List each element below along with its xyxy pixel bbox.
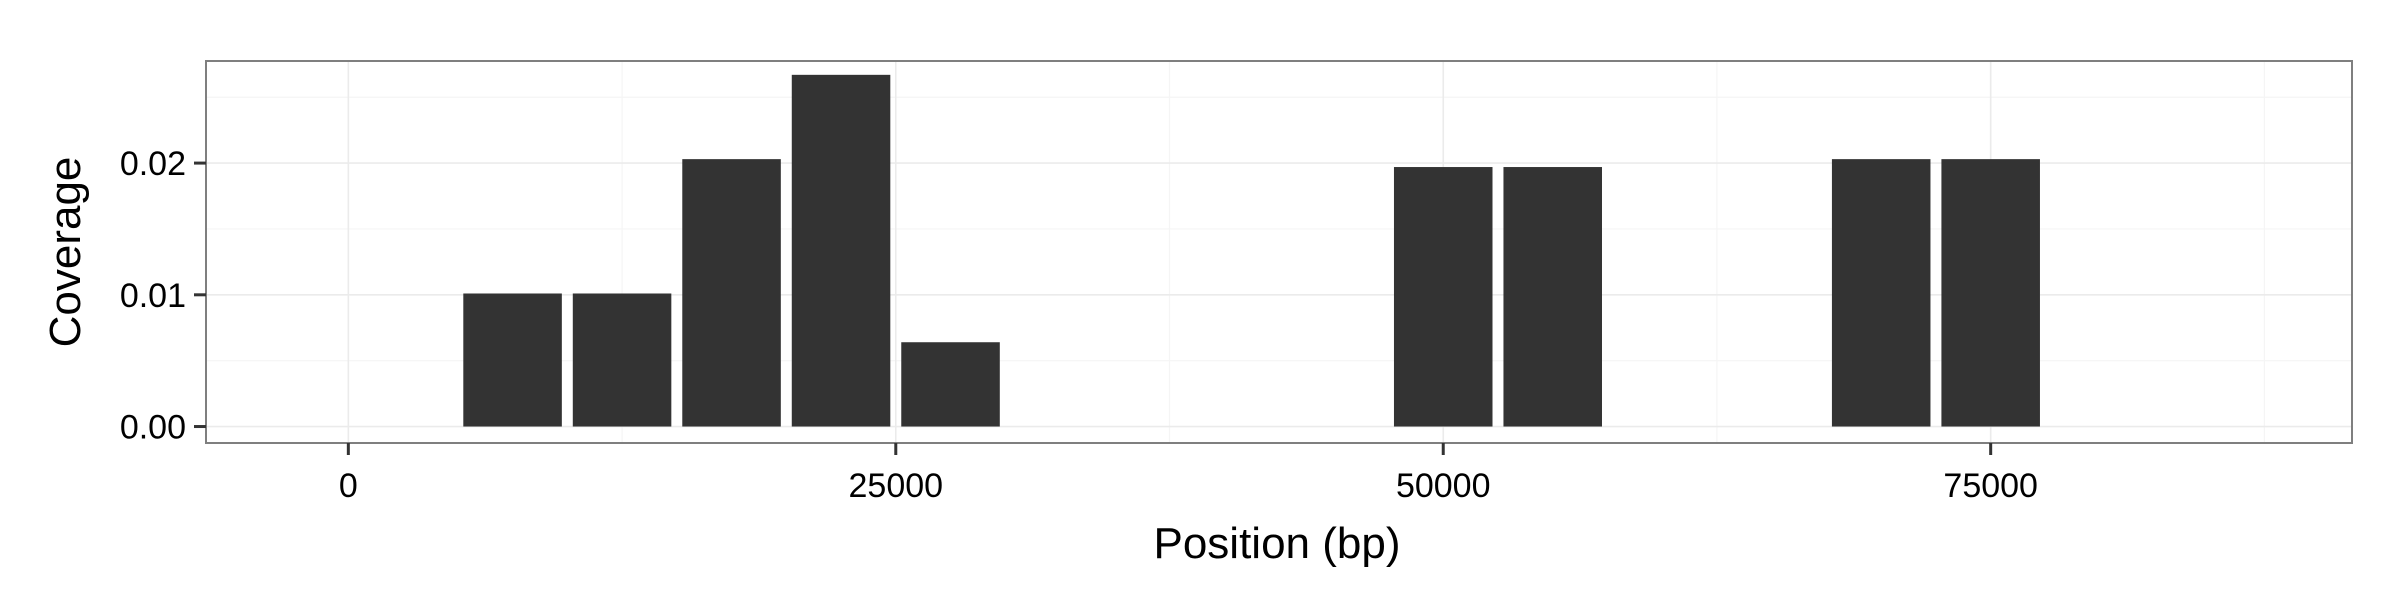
bar	[791, 74, 891, 427]
y-tick-label: 0.01	[120, 277, 186, 315]
y-axis-title: Coverage	[41, 157, 90, 348]
y-tick-label: 0.00	[120, 409, 186, 447]
x-axis-title: Position (bp)	[1153, 519, 1400, 568]
x-tick-label: 75000	[1943, 467, 2038, 505]
bar	[682, 159, 781, 427]
bar	[901, 342, 1000, 427]
bar	[572, 293, 672, 427]
bar	[1831, 159, 1931, 427]
x-tick-label: 0	[339, 467, 358, 505]
x-axis: 0 25000 50000 75000	[339, 443, 2038, 505]
x-tick-label: 50000	[1396, 467, 1491, 505]
y-axis: 0.00 0.01 0.02	[120, 145, 206, 447]
bar	[1503, 167, 1602, 427]
panel-border	[205, 60, 2353, 444]
x-tick-label: 25000	[849, 467, 944, 505]
bar	[1393, 167, 1493, 427]
bar	[1941, 159, 2040, 427]
y-tick-label: 0.02	[120, 145, 186, 183]
bars	[463, 74, 2040, 427]
bar	[463, 293, 562, 427]
